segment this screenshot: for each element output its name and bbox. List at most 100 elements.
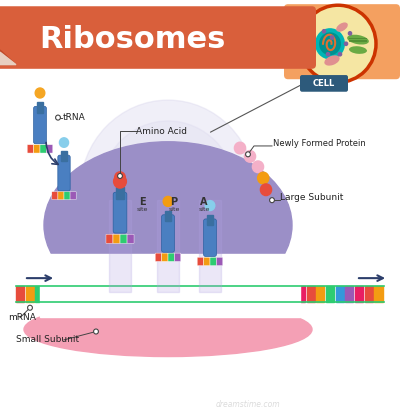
Bar xyxy=(171,286,179,302)
FancyBboxPatch shape xyxy=(46,145,53,153)
Bar xyxy=(74,286,82,302)
Circle shape xyxy=(270,198,274,203)
Text: dreamstime.com: dreamstime.com xyxy=(216,400,280,409)
FancyBboxPatch shape xyxy=(70,192,76,200)
Text: Large Subunit: Large Subunit xyxy=(280,193,343,202)
Bar xyxy=(26,286,34,302)
FancyBboxPatch shape xyxy=(216,257,223,266)
Circle shape xyxy=(60,138,68,147)
Bar xyxy=(113,286,121,302)
Bar xyxy=(336,286,344,302)
Bar xyxy=(355,286,363,302)
Circle shape xyxy=(344,42,348,45)
Bar xyxy=(16,286,24,302)
Circle shape xyxy=(246,152,250,157)
FancyBboxPatch shape xyxy=(197,257,204,266)
Circle shape xyxy=(118,173,122,178)
Circle shape xyxy=(348,32,352,35)
FancyBboxPatch shape xyxy=(174,253,181,261)
Circle shape xyxy=(258,172,269,184)
FancyBboxPatch shape xyxy=(52,192,58,200)
FancyBboxPatch shape xyxy=(27,145,34,153)
Bar xyxy=(268,286,276,302)
Ellipse shape xyxy=(347,35,369,45)
FancyBboxPatch shape xyxy=(58,192,64,200)
Ellipse shape xyxy=(44,142,292,309)
Bar xyxy=(190,286,198,302)
Circle shape xyxy=(94,329,98,334)
Text: site: site xyxy=(198,207,210,212)
Bar xyxy=(165,211,171,221)
Bar xyxy=(37,102,43,113)
Bar xyxy=(326,286,334,302)
Text: site: site xyxy=(136,207,148,212)
Ellipse shape xyxy=(300,5,376,83)
Text: Newly Formed Protein: Newly Formed Protein xyxy=(273,139,366,148)
Circle shape xyxy=(338,53,342,56)
Text: Ribosomes: Ribosomes xyxy=(39,25,225,54)
Text: E: E xyxy=(139,197,145,207)
Bar xyxy=(219,286,228,302)
Text: A: A xyxy=(200,197,208,207)
FancyBboxPatch shape xyxy=(34,145,40,153)
Text: P: P xyxy=(170,197,178,207)
Circle shape xyxy=(56,115,60,120)
Bar xyxy=(345,286,354,302)
Circle shape xyxy=(326,53,330,56)
Circle shape xyxy=(114,175,126,188)
Circle shape xyxy=(100,121,236,263)
Circle shape xyxy=(163,196,173,206)
Bar xyxy=(142,286,150,302)
Bar xyxy=(200,286,208,302)
FancyBboxPatch shape xyxy=(204,257,210,266)
Bar xyxy=(207,215,213,225)
Polygon shape xyxy=(0,50,16,65)
Bar xyxy=(61,151,67,161)
FancyBboxPatch shape xyxy=(0,6,316,69)
Circle shape xyxy=(205,201,215,211)
Bar xyxy=(103,286,111,302)
Bar xyxy=(152,286,160,302)
Bar xyxy=(109,200,131,292)
Text: CELL: CELL xyxy=(313,79,335,88)
Ellipse shape xyxy=(319,33,341,55)
Bar xyxy=(122,286,131,302)
Circle shape xyxy=(128,150,208,234)
FancyBboxPatch shape xyxy=(58,155,70,191)
Circle shape xyxy=(28,305,32,310)
Bar xyxy=(239,286,247,302)
Circle shape xyxy=(330,36,334,39)
FancyBboxPatch shape xyxy=(40,145,46,153)
Text: tRNA: tRNA xyxy=(63,113,86,122)
Bar xyxy=(116,188,124,199)
FancyBboxPatch shape xyxy=(113,234,120,244)
Bar xyxy=(229,286,237,302)
Circle shape xyxy=(35,88,45,98)
Circle shape xyxy=(322,30,326,33)
Bar xyxy=(45,286,53,302)
FancyBboxPatch shape xyxy=(120,234,127,244)
Ellipse shape xyxy=(324,55,340,65)
FancyBboxPatch shape xyxy=(155,253,162,261)
Bar xyxy=(199,200,221,292)
Ellipse shape xyxy=(336,23,348,32)
FancyBboxPatch shape xyxy=(106,234,113,244)
Text: mRNA: mRNA xyxy=(8,313,36,322)
Text: site: site xyxy=(168,207,180,212)
FancyBboxPatch shape xyxy=(284,4,400,79)
Polygon shape xyxy=(0,52,16,65)
Ellipse shape xyxy=(349,46,367,54)
Circle shape xyxy=(252,161,264,173)
Bar xyxy=(55,286,63,302)
Bar xyxy=(297,286,305,302)
Text: Amino Acid: Amino Acid xyxy=(136,127,187,136)
Bar xyxy=(40,254,300,317)
Circle shape xyxy=(234,142,246,154)
Ellipse shape xyxy=(315,28,345,59)
Circle shape xyxy=(80,100,256,284)
Bar xyxy=(94,286,102,302)
FancyBboxPatch shape xyxy=(162,253,168,261)
Bar xyxy=(64,286,73,302)
Bar xyxy=(278,286,286,302)
Bar xyxy=(181,286,189,302)
